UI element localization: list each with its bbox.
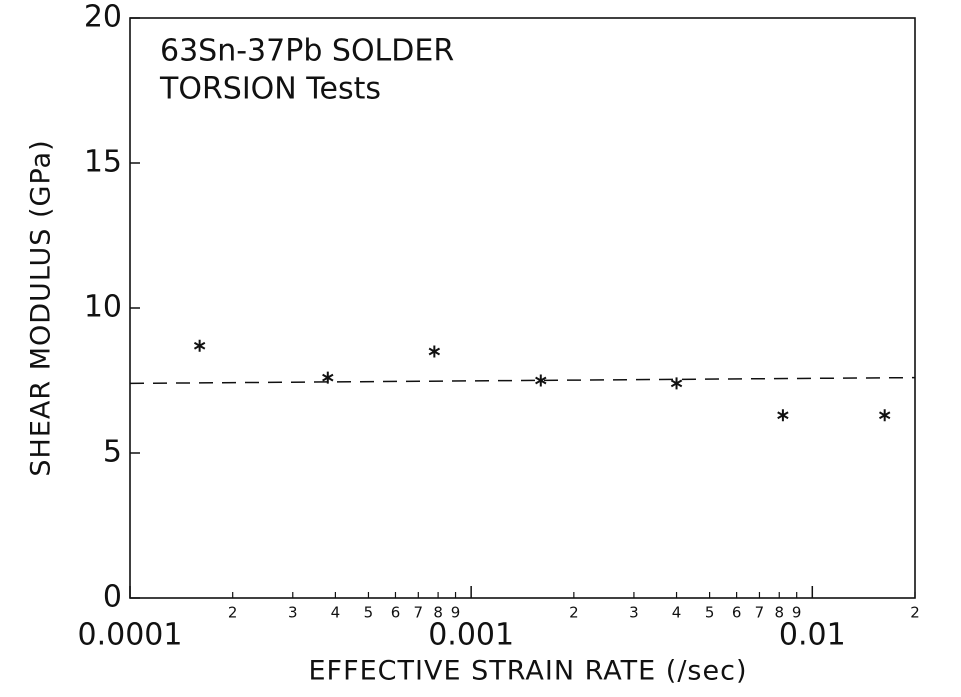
y-tick-label: 0 bbox=[103, 580, 122, 615]
y-tick-label: 15 bbox=[84, 145, 122, 180]
data-point bbox=[193, 339, 206, 352]
data-point bbox=[878, 409, 891, 422]
y-tick-label: 5 bbox=[103, 435, 122, 470]
x-minor-tick-label: 2 bbox=[569, 604, 579, 622]
x-tick-label: 0.0001 bbox=[78, 618, 183, 653]
x-minor-tick-label: 8 bbox=[774, 604, 784, 622]
data-point bbox=[322, 371, 334, 384]
x-tick-label: 0.01 bbox=[779, 618, 846, 653]
annotation: TORSION Tests bbox=[159, 72, 381, 107]
data-point bbox=[670, 377, 683, 390]
x-axis-label: EFFECTIVE STRAIN RATE (/sec) bbox=[309, 656, 748, 687]
x-minor-tick-label: 6 bbox=[732, 604, 742, 622]
y-tick-label: 10 bbox=[84, 290, 122, 325]
x-minor-tick-label: 8 bbox=[433, 604, 443, 622]
x-minor-tick-label: 3 bbox=[629, 604, 639, 622]
x-minor-tick-label: 2 bbox=[228, 604, 238, 622]
data-point bbox=[428, 345, 441, 358]
x-minor-tick-label: 5 bbox=[705, 604, 715, 622]
x-minor-tick-label: 6 bbox=[391, 604, 401, 622]
x-minor-tick-label: 5 bbox=[364, 604, 374, 622]
fit-line bbox=[129, 376, 916, 385]
x-minor-tick-label: 4 bbox=[331, 604, 341, 622]
x-minor-tick-label: 7 bbox=[414, 604, 424, 622]
y-tick-label: 20 bbox=[84, 0, 122, 35]
x-minor-tick-label: 4 bbox=[672, 604, 682, 622]
x-minor-tick-label: 3 bbox=[288, 604, 298, 622]
x-tick-label: 0.001 bbox=[428, 618, 514, 653]
x-minor-tick-label: 9 bbox=[792, 604, 802, 622]
data-point bbox=[777, 409, 789, 422]
x-minor-tick-label: 2 bbox=[910, 604, 920, 622]
x-minor-tick-label: 9 bbox=[451, 604, 461, 622]
y-axis-label: SHEAR MODULUS (GPa) bbox=[26, 139, 57, 476]
x-minor-tick-label: 7 bbox=[755, 604, 765, 622]
annotation: 63Sn-37Pb SOLDER bbox=[160, 34, 454, 69]
data-point bbox=[535, 374, 547, 387]
